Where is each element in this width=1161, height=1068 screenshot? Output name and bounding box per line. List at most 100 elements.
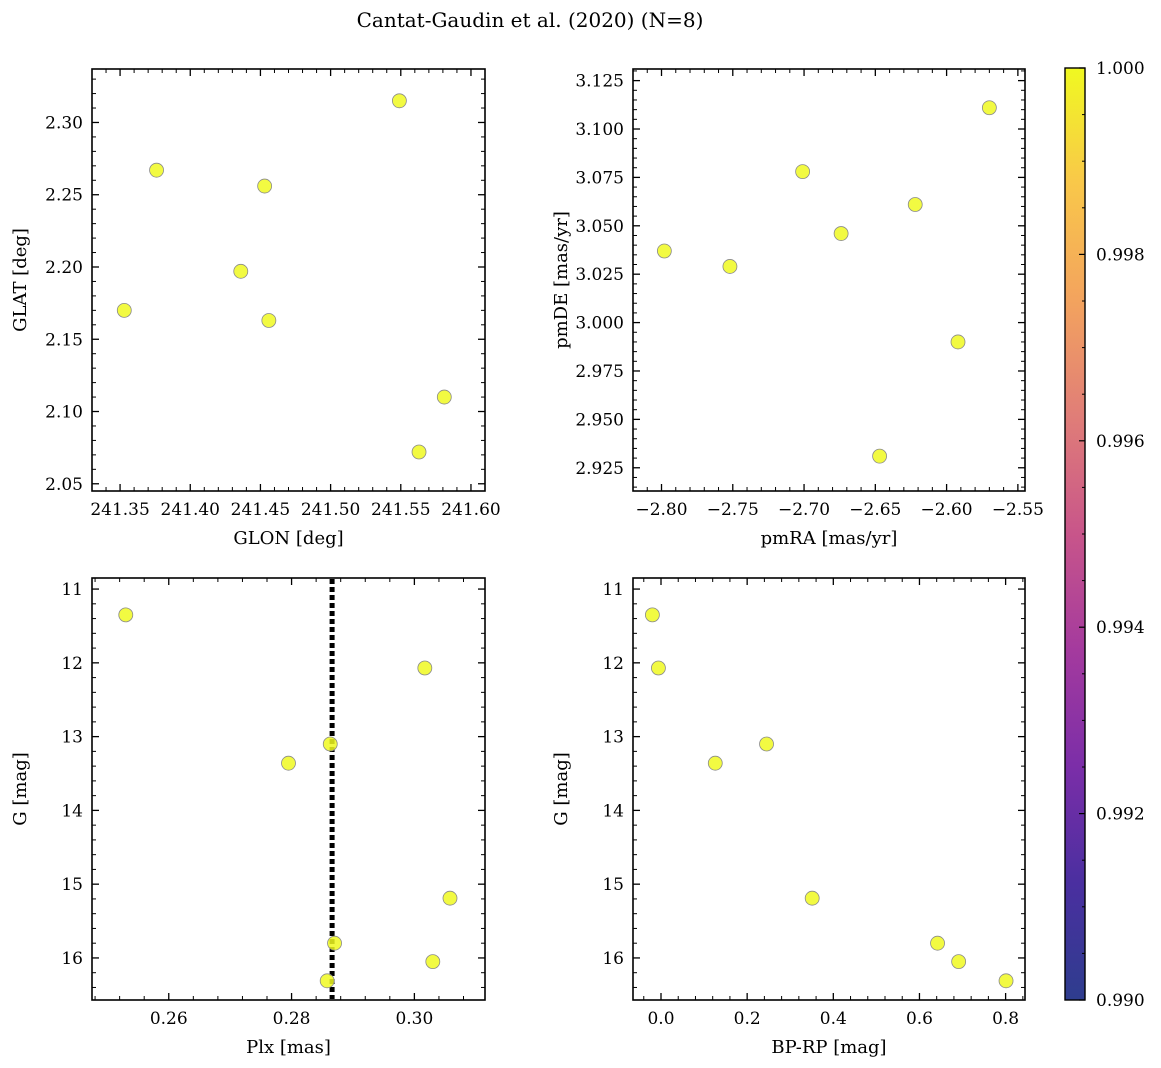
scatter-point (233, 263, 249, 279)
scatter-point (425, 954, 441, 970)
scatter-point (722, 259, 738, 274)
x-tick-label: 0.30 (395, 1009, 433, 1029)
x-tick-label: 241.55 (371, 500, 430, 520)
y-tick-label: 2.10 (45, 403, 83, 423)
y-tick-label: 3.100 (575, 120, 624, 140)
x-tick-label: −2.55 (992, 500, 1044, 520)
scatter-point (391, 93, 407, 109)
scatter-point (981, 100, 997, 116)
colorbar-tick-label: 0.994 (1096, 618, 1145, 638)
x-tick-label: 0.8 (992, 1009, 1019, 1029)
y-tick-label: 12 (61, 654, 83, 674)
y-tick-label: 11 (61, 580, 83, 600)
colorbar-tick-label: 1.000 (1096, 59, 1145, 79)
y-tick-label: 2.950 (575, 410, 624, 430)
y-tick-label: 13 (61, 728, 83, 748)
y-tick-label: 2.925 (575, 459, 624, 479)
x-tick-label: 241.35 (90, 500, 149, 520)
scatter-point (411, 444, 427, 460)
scatter-point (950, 334, 966, 350)
x-tick-label: 241.60 (441, 500, 500, 520)
y-axis-label: pmDE [mas/yr] (551, 211, 572, 349)
scatter-point (656, 243, 672, 259)
x-tick-label: −2.80 (635, 500, 687, 520)
y-tick-label: 2.975 (575, 362, 624, 382)
scatter-point (872, 448, 888, 464)
scatter-point (281, 755, 296, 771)
x-axis-label: Plx [mas] (246, 1037, 331, 1058)
colorbar-tick-label: 0.998 (1096, 245, 1145, 265)
x-tick-label: 0.28 (273, 1009, 311, 1029)
y-tick-label: 13 (602, 728, 624, 748)
x-tick-label: 241.45 (231, 500, 290, 520)
scatter-point (795, 164, 811, 179)
scatter-plot-1: 241.35 241.40 241.45 241.50 241.55 241.60 2.05… (10, 68, 501, 549)
scatter-point (833, 226, 849, 241)
y-tick-label: 3.025 (575, 265, 624, 285)
y-tick-label: 2.15 (45, 330, 83, 350)
y-tick-label: 2.20 (45, 258, 83, 278)
x-tick-label: 0.0 (647, 1009, 674, 1029)
y-tick-label: 3.075 (575, 168, 624, 188)
scatter-point (930, 935, 945, 951)
scatter-point (261, 313, 277, 328)
scatter-point (319, 973, 335, 989)
colorbar-tick-label: 0.996 (1096, 432, 1145, 452)
scatter-point (436, 389, 452, 405)
y-tick-label: 2.05 (45, 475, 83, 495)
axes-frame (632, 577, 1026, 1001)
scatter-point (257, 178, 273, 194)
scatter-panels: 241.35 241.40 241.45 241.50 241.55 241.60 2.05… (10, 68, 1044, 1058)
scatter-point (907, 197, 923, 212)
y-tick-label: 14 (61, 801, 83, 821)
y-tick-label: 3.125 (575, 72, 624, 92)
y-tick-label: 11 (602, 580, 624, 600)
axes-frame (632, 68, 1026, 492)
scatter-point (651, 660, 666, 676)
y-axis-label: G [mag] (10, 752, 31, 825)
y-tick-label: 15 (602, 875, 624, 895)
x-tick-label: −2.60 (921, 500, 973, 520)
x-tick-label: −2.65 (849, 500, 901, 520)
figure-title: Cantat-Gaudin et al. (2020) (N=8) (357, 8, 704, 32)
y-tick-label: 16 (602, 949, 624, 969)
x-tick-label: 0.6 (906, 1009, 933, 1029)
scatter-point (417, 660, 433, 676)
scatter-point (707, 755, 723, 771)
y-tick-label: 3.050 (575, 217, 624, 237)
scatter-plot-4: 0.0 0.2 0.4 0.6 0.8 11 12 13 14 15 16 BP-RP [mag] G … (551, 577, 1026, 1058)
scatter-point (149, 162, 164, 178)
scatter-plot-3: 0.26 0.28 0.30 11 12 13 14 15 16 Plx [mas] G [mag] (10, 577, 486, 1058)
scatter-plot-2: −2.80 −2.75 −2.70 −2.65 −2.60 −2.55 2.925 2.950… (551, 68, 1044, 549)
colorbar-tick-label: 0.990 (1096, 991, 1145, 1011)
y-tick-label: 15 (61, 875, 83, 895)
x-tick-label: 0.2 (734, 1009, 761, 1029)
x-tick-label: 241.50 (301, 500, 360, 520)
scatter-point (644, 607, 660, 623)
scatter-point (442, 890, 458, 906)
x-axis-label: pmRA [mas/yr] (761, 528, 898, 549)
scatter-point (116, 302, 132, 318)
x-tick-label: −2.70 (778, 500, 830, 520)
y-tick-label: 2.30 (45, 113, 83, 133)
axes-frame (91, 68, 486, 492)
scatter-point (322, 736, 338, 752)
y-tick-label: 3.000 (575, 314, 624, 334)
x-tick-label: 241.40 (161, 500, 220, 520)
scatter-point (327, 935, 342, 951)
axes-frame (91, 577, 486, 1001)
scatter-point (118, 607, 134, 623)
x-tick-label: 0.26 (150, 1009, 188, 1029)
scatter-point (759, 736, 774, 752)
scatter-point (951, 954, 967, 970)
scatter-point (804, 890, 820, 906)
y-axis-label: GLAT [deg] (10, 228, 31, 332)
x-tick-label: 0.4 (820, 1009, 847, 1029)
y-tick-label: 2.25 (45, 186, 83, 206)
x-axis-label: GLON [deg] (233, 528, 343, 549)
y-axis-label: G [mag] (551, 752, 572, 825)
scatter-point (998, 973, 1014, 989)
y-tick-label: 12 (602, 654, 624, 674)
colorbar-tick-label: 0.992 (1096, 805, 1145, 825)
